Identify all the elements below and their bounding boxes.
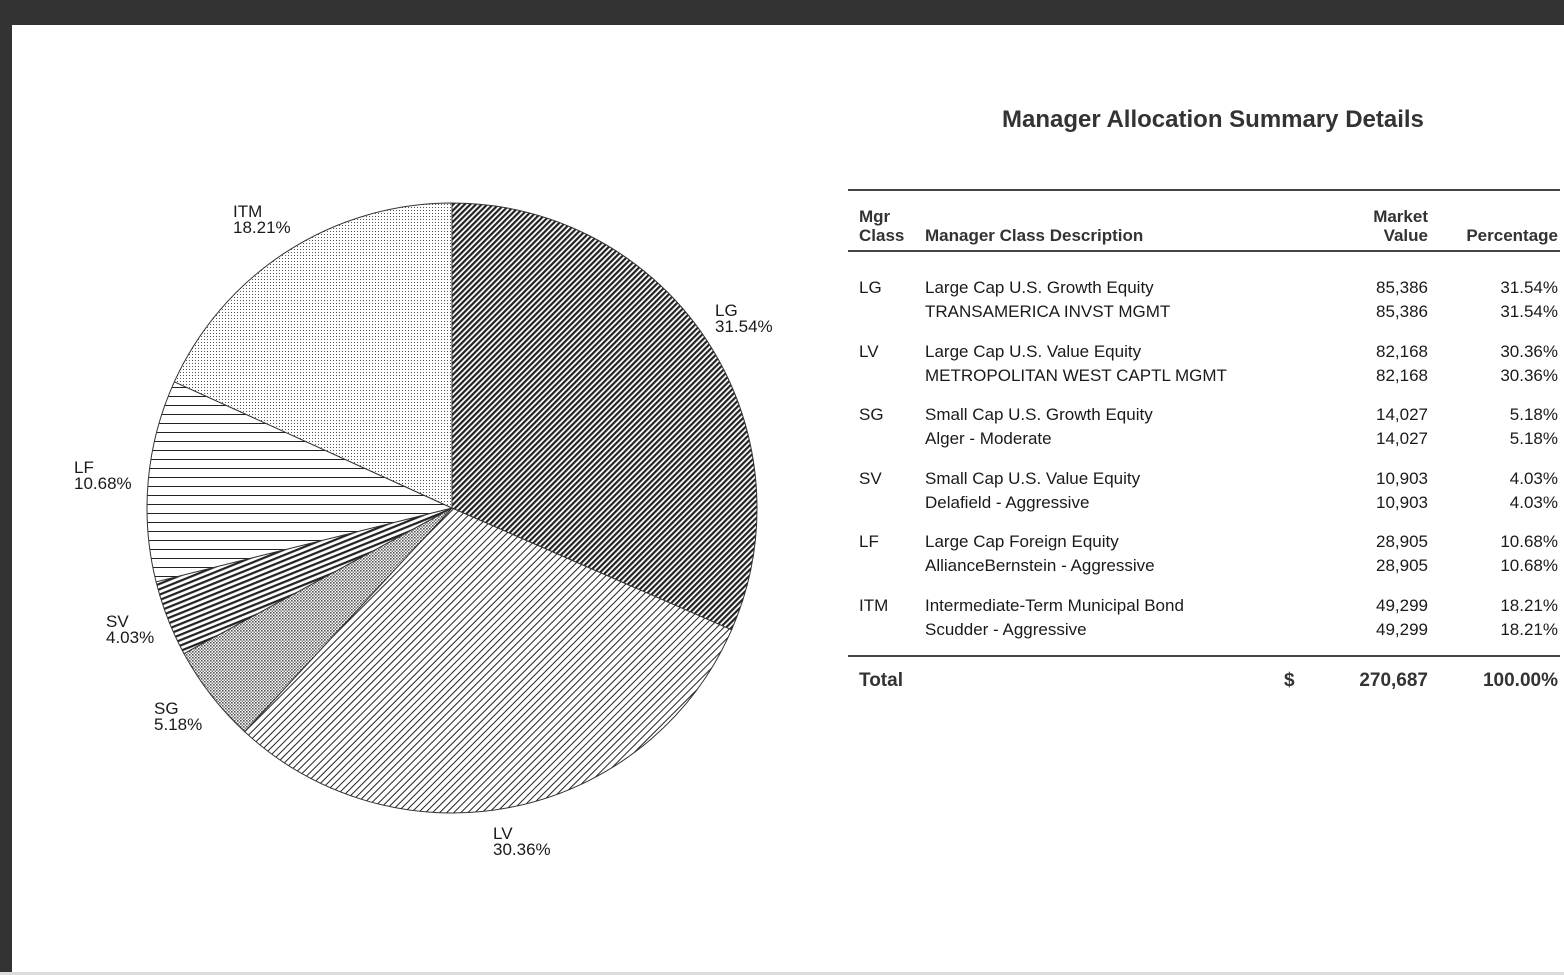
window-left-border bbox=[0, 0, 12, 975]
total-label: Total bbox=[859, 670, 903, 691]
row-class-percentage: 5.18% bbox=[1509, 405, 1558, 425]
row-class-percentage: 31.54% bbox=[1500, 278, 1558, 297]
row-manager-name: Alger - Moderate bbox=[925, 429, 1052, 449]
row-manager-market-value: 82,168 bbox=[1376, 365, 1428, 385]
row-class-description: Large Cap Foreign Equity bbox=[925, 532, 1119, 552]
header-class: Class bbox=[859, 226, 905, 245]
table-top-rule bbox=[848, 189, 1560, 191]
pie-label-sv: SV bbox=[106, 612, 129, 631]
pie-label-lg: LG bbox=[715, 301, 738, 320]
row-class-description: Large Cap U.S. Value Equity bbox=[925, 341, 1142, 361]
row-class-code: LF bbox=[859, 532, 879, 552]
row-manager-percentage: 18.21% bbox=[1500, 620, 1558, 639]
row-manager-name: Scudder - Aggressive bbox=[925, 620, 1087, 639]
row-manager-percentage: 10.68% bbox=[1500, 556, 1558, 576]
pie-value-label-sg: 5.18% bbox=[154, 715, 202, 734]
header-market: Market bbox=[1373, 207, 1428, 226]
row-manager-name: TRANSAMERICA INVST MGMT bbox=[925, 302, 1171, 321]
row-class-code: LV bbox=[859, 341, 879, 361]
row-manager-percentage: 30.36% bbox=[1500, 365, 1558, 385]
header-percentage: Percentage bbox=[1466, 226, 1558, 245]
row-manager-name: METROPOLITAN WEST CAPTL MGMT bbox=[925, 365, 1227, 385]
table-total-rule bbox=[848, 655, 1560, 657]
row-class-code: SV bbox=[859, 468, 882, 488]
window-bottom-border bbox=[0, 972, 1564, 975]
row-class-percentage: 4.03% bbox=[1509, 468, 1558, 488]
row-manager-percentage: 4.03% bbox=[1509, 492, 1558, 512]
row-manager-market-value: 85,386 bbox=[1376, 302, 1428, 321]
row-class-percentage: 10.68% bbox=[1500, 532, 1558, 552]
row-class-description: Intermediate-Term Municipal Bond bbox=[925, 596, 1184, 615]
total-percentage: 100.00% bbox=[1482, 670, 1558, 691]
pie-label-lf: LF bbox=[74, 458, 94, 477]
row-class-market-value: 49,299 bbox=[1376, 596, 1428, 615]
row-class-description: Small Cap U.S. Growth Equity bbox=[925, 405, 1153, 425]
pie-slice-lg bbox=[451, 202, 758, 631]
row-class-market-value: 82,168 bbox=[1376, 341, 1428, 361]
row-manager-percentage: 5.18% bbox=[1509, 429, 1558, 449]
row-class-code: SG bbox=[859, 405, 884, 425]
header-description: Manager Class Description bbox=[925, 226, 1144, 245]
pie-label-itm: ITM bbox=[233, 202, 262, 221]
header-mgr: Mgr bbox=[859, 207, 891, 226]
pie-value-label-lg: 31.54% bbox=[715, 317, 773, 336]
pie-value-label-lf: 10.68% bbox=[74, 474, 132, 493]
row-class-description: Small Cap U.S. Value Equity bbox=[925, 468, 1141, 488]
row-class-market-value: 14,027 bbox=[1376, 405, 1428, 425]
row-class-code: LG bbox=[859, 278, 882, 297]
pie-value-label-sv: 4.03% bbox=[106, 628, 154, 647]
summary-title: Manager Allocation Summary Details bbox=[1002, 106, 1424, 133]
pie-slice-lv bbox=[243, 507, 733, 814]
total-currency: $ bbox=[1284, 670, 1295, 691]
window-top-border bbox=[0, 0, 1564, 25]
header-value: Value bbox=[1383, 226, 1428, 245]
row-class-code: ITM bbox=[859, 596, 889, 615]
row-manager-market-value: 49,299 bbox=[1376, 620, 1428, 639]
pie-value-label-itm: 18.21% bbox=[233, 218, 291, 237]
total-value: 270,687 bbox=[1359, 670, 1428, 691]
row-class-percentage: 18.21% bbox=[1500, 596, 1558, 615]
row-class-percentage: 30.36% bbox=[1500, 341, 1558, 361]
row-manager-name: Delafield - Aggressive bbox=[925, 492, 1090, 512]
pie-slice-itm bbox=[173, 202, 453, 509]
row-manager-name: AllianceBernstein - Aggressive bbox=[925, 556, 1155, 576]
table-header-rule bbox=[848, 250, 1560, 252]
row-class-description: Large Cap U.S. Growth Equity bbox=[925, 278, 1154, 297]
pie-label-sg: SG bbox=[154, 699, 179, 718]
pie-slice-lf bbox=[146, 381, 454, 583]
row-manager-market-value: 28,905 bbox=[1376, 556, 1428, 576]
pie-label-lv: LV bbox=[493, 824, 513, 843]
row-manager-market-value: 10,903 bbox=[1376, 492, 1428, 512]
row-manager-market-value: 14,027 bbox=[1376, 429, 1428, 449]
row-class-market-value: 28,905 bbox=[1376, 532, 1428, 552]
pie-value-label-lv: 30.36% bbox=[493, 840, 551, 859]
row-class-market-value: 85,386 bbox=[1376, 278, 1428, 297]
row-class-market-value: 10,903 bbox=[1376, 468, 1428, 488]
row-manager-percentage: 31.54% bbox=[1500, 302, 1558, 321]
